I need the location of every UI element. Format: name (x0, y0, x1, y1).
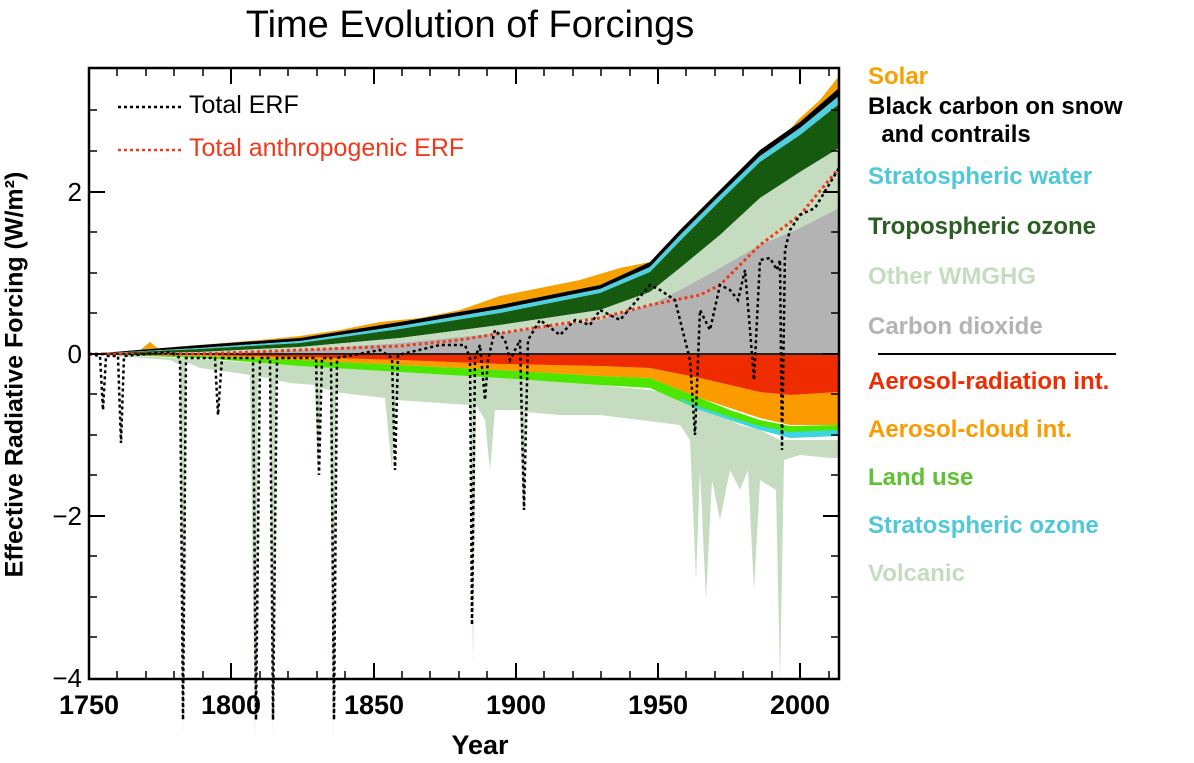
total-erf-line (89, 167, 839, 721)
ytick-neg4: −4 (52, 663, 82, 693)
legend-solar: Solar (868, 63, 929, 90)
chart-title: Time Evolution of Forcings (245, 4, 695, 46)
legend-other-wmghg: Other WMGHG (868, 263, 1036, 290)
aerosol-radiation-area (89, 354, 839, 395)
ytick-0: 0 (67, 339, 82, 369)
legend-trop-ozone: Tropospheric ozone (868, 213, 1097, 240)
x-minor-ticks (116, 68, 830, 679)
total-anthro-erf-line (89, 167, 839, 356)
plot-frame (87, 66, 841, 681)
strat-ozone-area (680, 398, 839, 438)
legend-strat-water: Stratospheric water (868, 163, 1093, 190)
legend-aer-cloud: Aerosol-cloud int. (868, 416, 1072, 443)
legend-co2: Carbon dioxide (868, 313, 1043, 340)
xtick-1900: 1900 (485, 690, 547, 720)
ytick-neg2: −2 (52, 501, 82, 531)
other-wmghg-area (89, 148, 839, 354)
x-ticks (88, 68, 801, 679)
co2-area (89, 208, 839, 354)
xtick-1800: 1800 (200, 690, 262, 720)
legend-total-anthro-erf: Total anthropogenic ERF (189, 134, 465, 162)
ytick-2: 2 (67, 177, 82, 207)
y-axis-label: Effective Radiative Forcing (W/m²) (0, 171, 29, 578)
y-ticks (89, 191, 839, 517)
legend-black-carbon: Black carbon on snow and contrails (868, 93, 1123, 148)
legend-aer-rad: Aerosol-radiation int. (868, 368, 1110, 395)
legend-separator (878, 353, 1116, 355)
y-minor-ticks (89, 109, 839, 638)
x-axis-label: Year (451, 730, 509, 760)
aerosol-cloud-area (89, 354, 839, 425)
legend-total-erf: Total ERF (189, 91, 299, 119)
xtick-1950: 1950 (627, 690, 689, 720)
xtick-1850: 1850 (343, 690, 405, 720)
legend-strat-ozone: Stratospheric ozone (868, 512, 1099, 539)
legend-volcanic: Volcanic (868, 560, 965, 587)
legend-land-use: Land use (868, 464, 974, 491)
xtick-1750: 1750 (58, 690, 120, 720)
black-carbon-area (89, 88, 839, 354)
xtick-2000: 2000 (769, 690, 831, 720)
